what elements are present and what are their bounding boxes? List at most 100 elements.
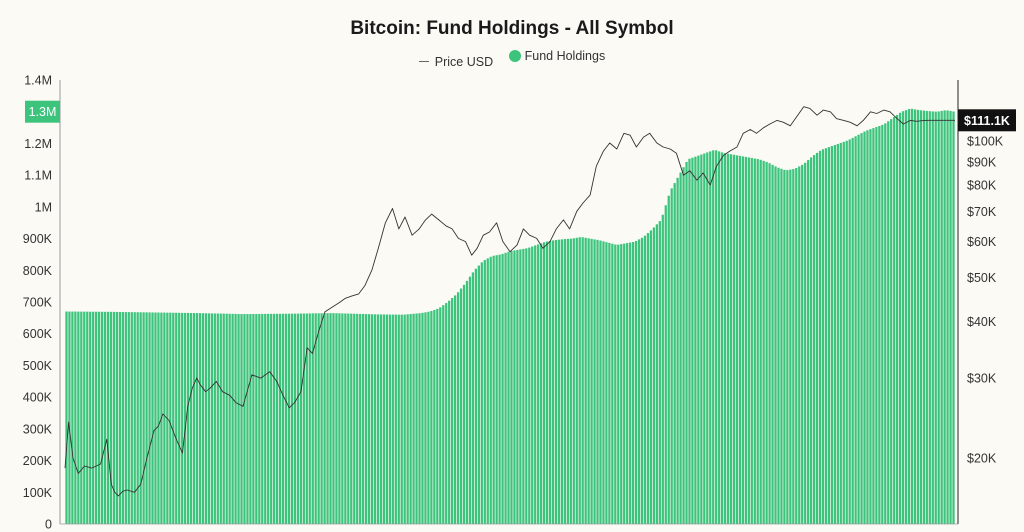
fund-holdings-bar <box>362 313 365 524</box>
fund-holdings-bar <box>596 239 599 524</box>
fund-holdings-bar <box>486 258 489 524</box>
fund-holdings-bar <box>679 172 682 524</box>
fund-holdings-bar <box>86 311 89 524</box>
right-current-value-badge <box>958 109 1016 132</box>
fund-holdings-bar <box>305 313 308 524</box>
fund-holdings-bar <box>801 164 804 524</box>
fund-holdings-bar <box>804 162 807 524</box>
fund-holdings-bar <box>394 314 397 524</box>
fund-holdings-bar <box>115 311 119 524</box>
fund-holdings-bar <box>531 246 534 524</box>
fund-holdings-bar <box>456 292 460 524</box>
fund-holdings-bar <box>715 150 718 525</box>
fund-holdings-bar <box>186 312 190 524</box>
fund-holdings-bar <box>848 139 851 524</box>
right-tick-label: $70K <box>967 205 997 219</box>
fund-holdings-bar <box>631 242 635 524</box>
fund-holdings-bar <box>100 311 104 524</box>
fund-holdings-bar <box>290 313 294 524</box>
fund-holdings-bar <box>498 254 501 524</box>
fund-holdings-bar <box>584 237 587 524</box>
fund-holdings-bar <box>287 313 291 524</box>
fund-holdings-bar <box>507 251 510 525</box>
price-line-layer <box>64 106 955 497</box>
fund-holdings-bar <box>673 183 676 524</box>
fund-holdings-bar <box>80 311 83 524</box>
fund-holdings-bar <box>228 313 231 524</box>
fund-holdings-bar <box>264 313 267 524</box>
fund-holdings-bar <box>136 312 139 524</box>
fund-holdings-bar <box>777 167 780 525</box>
fund-holdings-bar <box>617 244 620 524</box>
fund-holdings-bar <box>925 110 928 525</box>
fund-holdings-bar <box>192 313 196 524</box>
left-tick-label: 400K <box>23 391 53 405</box>
right-tick-label: $80K <box>967 179 997 193</box>
left-current-value-badge <box>25 100 60 123</box>
fund-holdings-bar <box>866 130 869 524</box>
fund-holdings-bar <box>863 131 866 525</box>
fund-holdings-bar <box>385 314 389 524</box>
fund-holdings-bar <box>234 313 237 524</box>
fund-holdings-bar <box>474 268 478 524</box>
right-tick-label: $90K <box>967 155 997 169</box>
fund-holdings-bar <box>729 154 733 524</box>
fund-holdings-bar <box>258 313 261 524</box>
fund-holdings-bar <box>605 242 608 524</box>
fund-holdings-bar <box>471 272 475 524</box>
fund-holdings-bar <box>92 311 95 524</box>
left-current-value-label: 1.3M <box>29 105 57 119</box>
fund-holdings-bar <box>97 311 101 524</box>
fund-holdings-bar <box>792 169 795 524</box>
fund-holdings-bar <box>353 313 356 524</box>
fund-holdings-bar <box>907 109 911 524</box>
fund-holdings-bar <box>448 300 451 524</box>
fund-holdings-bar <box>898 112 902 525</box>
fund-holdings-bar <box>783 169 786 525</box>
fund-holdings-bar <box>646 233 650 524</box>
fund-holdings-bar <box>875 127 878 524</box>
fund-holdings-bar <box>397 314 400 524</box>
fund-holdings-bar <box>83 311 86 524</box>
fund-holdings-bar <box>225 313 228 524</box>
fund-holdings-bar <box>720 152 724 524</box>
fund-holdings-bar <box>338 313 341 524</box>
fund-holdings-bar <box>157 312 160 524</box>
fund-holdings-bar <box>462 284 466 524</box>
fund-holdings-bar <box>172 312 175 524</box>
fund-holdings-bar <box>812 155 816 524</box>
fund-holdings-bar <box>723 153 727 524</box>
fund-holdings-bar <box>148 312 151 524</box>
fund-holdings-bar <box>175 312 178 524</box>
fund-holdings-bar <box>540 243 543 524</box>
fund-holdings-bar <box>130 312 133 524</box>
fund-holdings-bar <box>919 110 923 524</box>
fund-holdings-bar <box>391 314 394 524</box>
fund-holdings-bar <box>747 157 750 524</box>
fund-holdings-bar <box>204 313 208 524</box>
fund-holdings-bar <box>278 313 282 524</box>
right-current-value-label: $111.1K <box>964 114 1010 128</box>
fund-holdings-bar <box>439 307 442 524</box>
left-tick-label: 200K <box>23 454 53 468</box>
fund-holdings-bar <box>658 221 661 524</box>
fund-holdings-bar <box>599 240 602 525</box>
fund-holdings-bar <box>726 153 730 525</box>
fund-holdings-bar <box>442 305 445 524</box>
legend-item-fund-holdings[interactable]: Fund Holdings <box>508 49 605 63</box>
left-axis-ticks: 0 100K 200K 300K 400K 500K 600K 700K 800K 900K 1M 1… <box>23 74 53 532</box>
fund-holdings-bar <box>872 128 875 524</box>
fund-holdings-bar <box>560 239 564 525</box>
fund-holdings-bar <box>851 137 854 524</box>
legend-item-price[interactable]: Price USD <box>418 54 494 69</box>
fund-holdings-bar <box>525 248 528 524</box>
fund-holdings-bar <box>477 265 480 524</box>
fund-holdings-bar <box>332 313 335 524</box>
fund-holdings-bar <box>709 151 712 525</box>
fund-holdings-bar <box>109 311 113 524</box>
legend-label-price: Price USD <box>434 54 494 69</box>
fund-holdings-bar <box>252 313 255 524</box>
fund-holdings-bar <box>273 313 276 524</box>
fund-holdings-bar <box>367 314 371 524</box>
